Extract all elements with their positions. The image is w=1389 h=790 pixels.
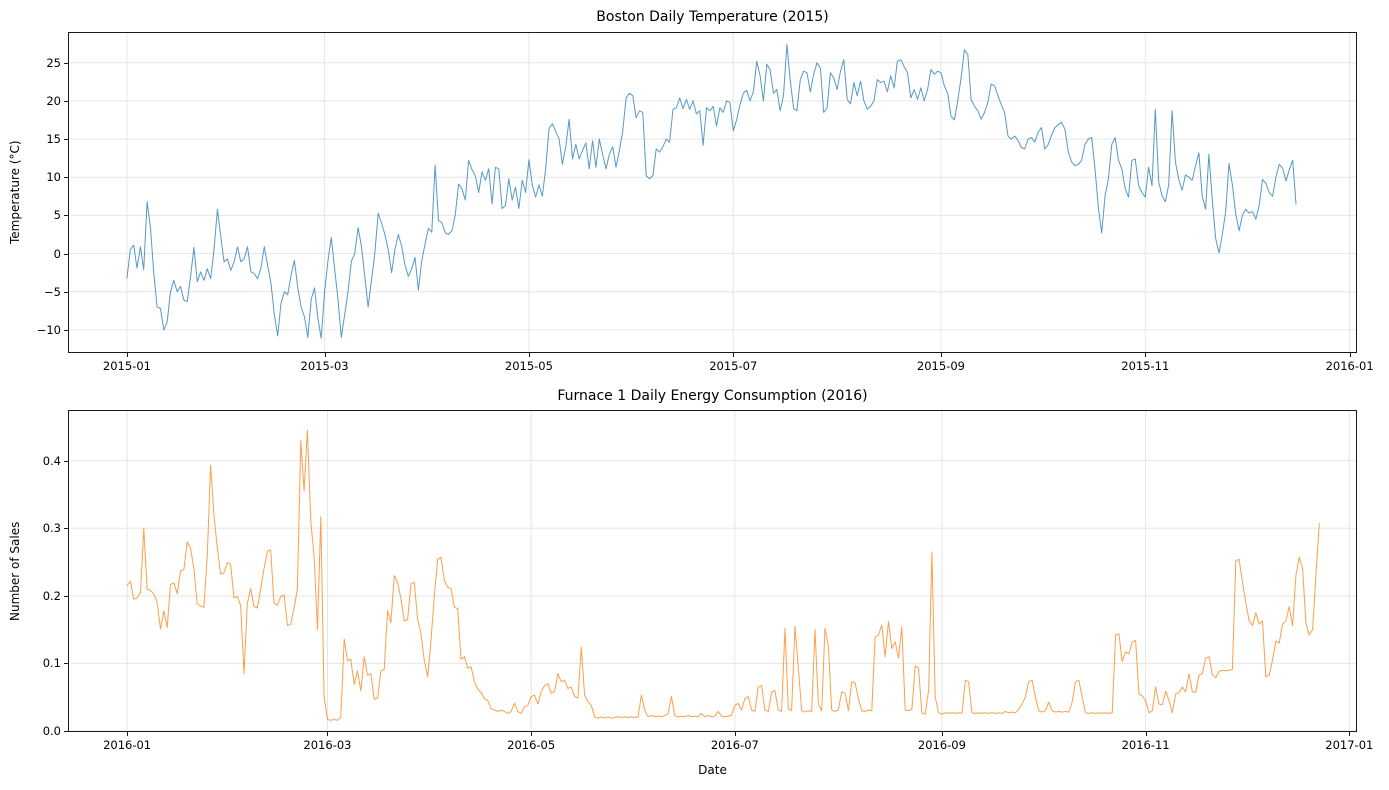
x-tick-label: 2016-03 [303,738,352,752]
y-tick-mark [64,139,68,141]
y-tick-mark [64,528,68,530]
data-line [126,429,1320,721]
y-tick-mark [64,177,68,179]
y-tick-label: 10 [46,170,61,185]
x-tick-label: 2015-07 [709,359,758,373]
x-tick-mark [734,732,736,736]
y-tick-label: 0.4 [42,453,61,468]
x-tick-mark [327,732,329,736]
x-tick-mark [324,353,326,357]
y-tick-mark [64,215,68,217]
temperature-y-axis-label: Temperature (°C) [8,140,22,245]
x-tick-mark [1145,732,1147,736]
y-tick-mark [64,663,68,665]
x-tick-mark [733,353,735,357]
y-tick-label: 25 [46,55,61,70]
x-tick-mark [1349,353,1351,357]
x-tick-label: 2016-07 [710,738,759,752]
x-tick-label: 2015-11 [1121,359,1170,373]
x-tick-label: 2016-11 [1121,738,1170,752]
y-tick-label: 5 [53,208,61,223]
x-tick-label: 2016-01 [1325,359,1374,373]
energy-plot-area [68,410,1357,732]
y-tick-mark [64,329,68,331]
temperature-chart-title: Boston Daily Temperature (2015) [596,9,829,25]
y-tick-mark [64,460,68,462]
x-tick-mark [531,732,533,736]
y-tick-mark [64,595,68,597]
y-tick-label: 20 [46,93,61,108]
x-tick-mark [1349,732,1351,736]
y-tick-mark [64,731,68,732]
y-tick-mark [64,291,68,293]
x-tick-label: 2017-01 [1325,738,1374,752]
y-tick-mark [64,100,68,102]
temperature-plot-area [68,32,1357,353]
x-tick-mark [940,353,942,357]
y-tick-label: 0 [53,246,61,261]
x-tick-mark [126,353,128,357]
x-tick-label: 2016-01 [103,738,152,752]
x-tick-mark [127,732,129,736]
y-tick-mark [64,62,68,64]
energy-x-axis-label: Date [698,763,727,777]
x-tick-label: 2015-05 [504,359,553,373]
x-tick-mark [941,732,943,736]
y-tick-label: −10 [36,322,61,337]
x-tick-label: 2015-01 [102,359,151,373]
x-tick-label: 2016-05 [507,738,556,752]
x-tick-label: 2015-03 [300,359,349,373]
y-tick-mark [64,253,68,255]
x-tick-mark [528,353,530,357]
x-tick-label: 2015-09 [916,359,965,373]
chart-canvas [69,411,1356,731]
y-tick-label: 0.2 [42,588,61,603]
y-tick-label: 15 [46,132,61,147]
y-tick-label: 0.0 [42,724,61,738]
energy-chart-title: Furnace 1 Daily Energy Consumption (2016… [557,388,868,404]
chart-canvas [69,33,1356,352]
data-line [126,43,1297,339]
y-tick-label: 0.3 [42,521,61,536]
x-tick-label: 2016-09 [917,738,966,752]
y-tick-label: −5 [44,284,61,299]
y-tick-label: 0.1 [42,656,61,671]
x-tick-mark [1145,353,1147,357]
